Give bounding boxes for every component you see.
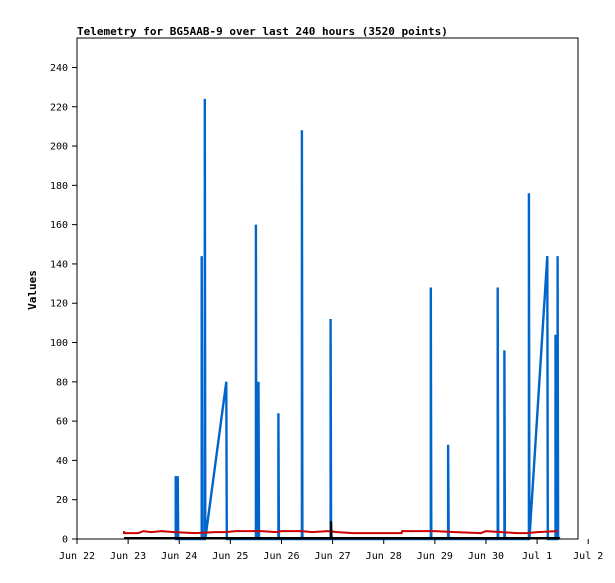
x-tick-label: Jul 2 [573,551,603,562]
y-axis-label: Values [26,270,39,310]
y-tick-label: 20 [56,495,68,506]
x-tick-label: Jun 26 [263,551,299,562]
y-tick-label: 0 [62,535,68,546]
plot-frame [76,37,579,540]
x-tick-label: Jun 28 [366,551,402,562]
chart-title: Telemetry for BG5AAB-9 over last 240 hou… [77,25,448,38]
x-tick-label: Jun 29 [417,551,453,562]
y-tick-label: 160 [50,220,68,231]
y-tick-label: 180 [50,181,68,192]
x-ticks-layer: Jun 22 Jun 23 Jun 24 Jun 25 Jun 26 Jun 27 Jun … [59,539,603,562]
y-ticks-layer: 0 20 40 60 80 100 120 140 160 180 200 220 240 [50,63,77,546]
x-tick-label: Jun 23 [110,551,146,562]
y-tick-label: 220 [50,102,68,113]
y-tick-label: 200 [50,142,68,153]
y-tick-label: 80 [56,377,68,388]
y-tick-label: 140 [50,259,68,270]
x-tick-label: Jun 30 [468,551,504,562]
x-tick-label: Jun 27 [315,551,351,562]
series-line-2 [124,521,561,539]
x-tick-label: Jun 22 [59,551,95,562]
y-tick-label: 120 [50,299,68,310]
y-tick-label: 100 [50,338,68,349]
x-tick-label: Jun 24 [161,551,197,562]
x-tick-label: Jul 1 [522,551,552,562]
y-tick-label: 240 [50,63,68,74]
x-tick-label: Jun 25 [212,551,248,562]
y-tick-label: 60 [56,417,68,428]
y-tick-label: 40 [56,456,68,467]
series-line-1 [123,530,558,535]
